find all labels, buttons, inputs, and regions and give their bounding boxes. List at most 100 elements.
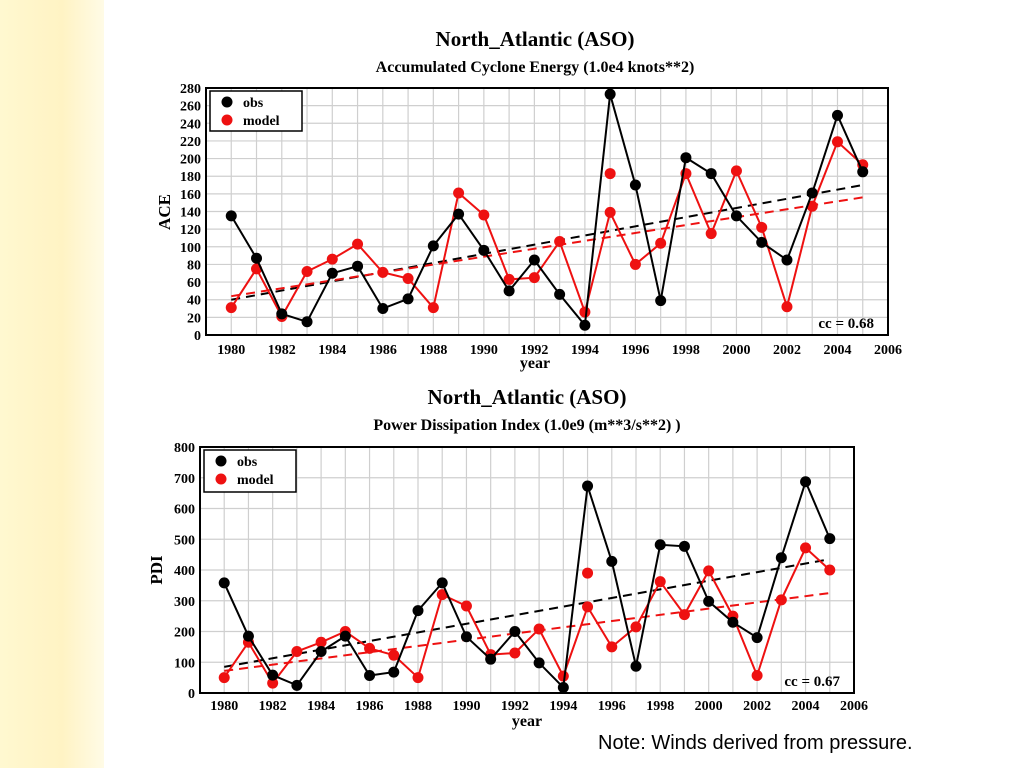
data-point-model — [352, 238, 364, 250]
data-point-model — [267, 677, 279, 689]
data-point-model — [326, 253, 338, 265]
x-tick-label: 1998 — [672, 343, 700, 358]
footnote: Note: Winds derived from pressure. — [598, 732, 913, 754]
x-tick-label: 2004 — [792, 699, 820, 714]
cc-annotation: cc = 0.68 — [818, 316, 874, 332]
trend-line-model — [224, 592, 830, 672]
data-point-obs — [831, 109, 843, 121]
legend-label-obs: obs — [237, 455, 258, 470]
data-point-model — [554, 235, 566, 247]
data-point-obs — [364, 669, 376, 681]
x-tick-label: 1996 — [621, 343, 649, 358]
data-point-obs — [857, 166, 869, 178]
x-tick-label: 1984 — [318, 343, 346, 358]
y-tick-label: 20 — [187, 311, 201, 326]
data-point-model — [377, 266, 389, 278]
legend-marker-obs — [215, 455, 227, 467]
data-point-obs — [775, 552, 787, 564]
data-point-model — [364, 642, 376, 654]
data-point-model — [218, 672, 230, 684]
data-point-obs — [606, 555, 618, 567]
data-point-obs — [824, 533, 836, 545]
data-point-model — [225, 302, 237, 314]
data-point-obs — [251, 252, 263, 264]
data-point-obs — [315, 645, 327, 657]
data-point-model — [705, 228, 717, 240]
chart-title: North_Atlantic (ASO) — [436, 27, 635, 51]
data-point-obs — [781, 254, 793, 266]
legend-marker-model — [215, 473, 227, 485]
data-point-obs — [533, 657, 545, 669]
data-point-model — [678, 609, 690, 621]
y-tick-label: 500 — [174, 533, 195, 548]
data-point-obs — [436, 577, 448, 589]
data-point-model — [478, 209, 490, 221]
data-point-obs — [730, 210, 742, 222]
data-point-obs — [291, 679, 303, 691]
data-point-obs — [680, 152, 692, 164]
y-tick-label: 800 — [174, 441, 195, 456]
data-point-obs — [339, 630, 351, 642]
y-tick-label: 220 — [180, 135, 201, 150]
data-point-model — [703, 565, 715, 577]
legend-label-model: model — [237, 473, 274, 488]
data-point-model — [775, 594, 787, 606]
data-point-obs — [630, 660, 642, 672]
x-tick-label: 1990 — [452, 699, 480, 714]
x-tick-label: 1988 — [419, 343, 447, 358]
y-tick-label: 100 — [180, 241, 201, 256]
legend-label-model: model — [243, 114, 280, 129]
data-point-obs — [276, 308, 288, 320]
x-tick-label: 1984 — [307, 699, 335, 714]
data-point-obs — [678, 540, 690, 552]
cc-annotation: cc = 0.67 — [784, 674, 840, 690]
data-point-obs — [377, 303, 389, 315]
x-tick-label: 2000 — [722, 343, 750, 358]
y-tick-label: 120 — [180, 223, 201, 238]
data-point-model — [582, 601, 594, 613]
data-point-obs — [579, 319, 591, 331]
data-point-model — [806, 200, 818, 212]
chart-subtitle: Power Dissipation Index (1.0e9 (m**3/s**… — [373, 417, 680, 434]
data-point-obs — [654, 539, 666, 551]
y-tick-label: 80 — [187, 258, 201, 273]
x-tick-label: 1980 — [210, 699, 238, 714]
y-tick-label: 160 — [180, 188, 201, 203]
data-point-obs — [528, 254, 540, 266]
data-point-obs — [453, 208, 465, 220]
data-point-obs — [388, 666, 400, 678]
data-point-obs — [402, 293, 414, 305]
data-point-model — [630, 621, 642, 633]
data-point-obs — [218, 577, 230, 589]
chart-2: North_Atlantic (ASO) Power Dissipation In… — [147, 385, 868, 730]
x-tick-label: 1986 — [356, 699, 384, 714]
trend-line-model — [231, 196, 863, 298]
x-tick-label: 1982 — [259, 699, 287, 714]
y-tick-label: 0 — [194, 329, 201, 344]
y-tick-label: 280 — [180, 82, 201, 97]
x-tick-label: 1996 — [598, 699, 626, 714]
y-axis-label: ACE — [155, 194, 174, 230]
y-tick-label: 400 — [174, 564, 195, 579]
data-point-model — [301, 265, 313, 277]
y-tick-label: 600 — [174, 503, 195, 518]
data-point-obs — [756, 236, 768, 248]
side-gradient-bar — [0, 0, 104, 768]
data-point-obs — [705, 168, 717, 180]
x-tick-label: 1986 — [369, 343, 397, 358]
x-tick-label: 2006 — [840, 699, 868, 714]
legend-marker-obs — [221, 96, 233, 108]
data-point-obs — [629, 179, 641, 191]
data-point-model — [800, 542, 812, 554]
data-point-model — [291, 645, 303, 657]
data-point-obs — [427, 240, 439, 252]
data-point-model — [604, 206, 616, 218]
data-point-obs — [503, 285, 515, 297]
data-point-extra-model — [582, 567, 594, 579]
x-tick-label: 1992 — [520, 343, 548, 358]
y-axis-label: PDI — [147, 555, 166, 585]
data-point-obs — [478, 244, 490, 256]
data-point-model — [402, 273, 414, 285]
x-tick-label: 2006 — [874, 343, 902, 358]
trend-line-obs — [224, 558, 830, 668]
